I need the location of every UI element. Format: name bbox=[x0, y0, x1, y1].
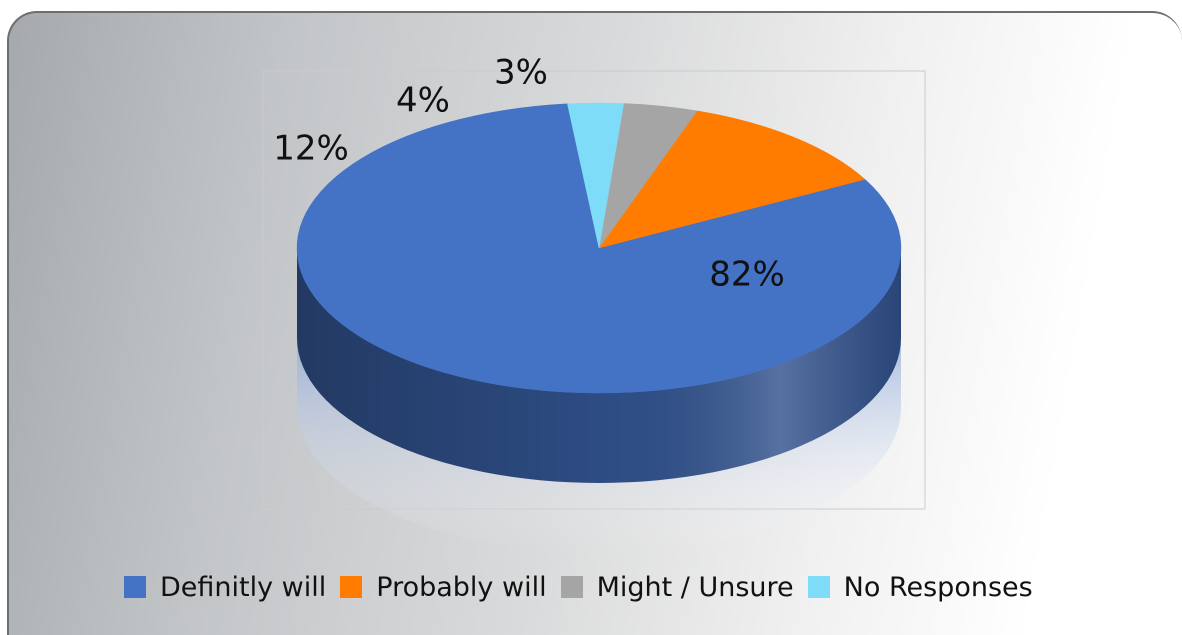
legend: Definitly will Probably will Might / Uns… bbox=[124, 565, 1033, 609]
chart-panel: 82% 12% 4% 3% Definitly will Probably will … bbox=[7, 11, 1182, 635]
data-label-might-unsure: 4% bbox=[396, 81, 450, 121]
data-label-definitely-will: 82% bbox=[709, 255, 785, 295]
legend-label-might-unsure: Might / Unsure bbox=[596, 571, 794, 603]
legend-entry-no-responses: No Responses bbox=[807, 571, 1033, 603]
legend-entry-might-unsure: Might / Unsure bbox=[560, 571, 794, 603]
pie-slice-no-responses bbox=[567, 102, 625, 249]
pie-side-shade-definitely-will bbox=[297, 248, 901, 483]
legend-entry-probably-will: Probably will bbox=[340, 571, 547, 603]
pie-slice-definitely-will bbox=[296, 103, 902, 394]
pie-chart: 82% 12% 4% 3% bbox=[262, 53, 926, 553]
data-label-no-responses: 3% bbox=[494, 53, 548, 93]
pie-slice-probably-will bbox=[598, 110, 866, 249]
legend-swatch-definitely-will bbox=[124, 576, 146, 598]
legend-swatch-probably-will bbox=[340, 576, 363, 598]
data-label-probably-will: 12% bbox=[273, 129, 349, 169]
legend-swatch-might-unsure bbox=[560, 576, 583, 598]
legend-label-definitely-will: Definitly will bbox=[160, 571, 327, 603]
pie-reflection bbox=[297, 338, 901, 553]
legend-swatch-no-responses bbox=[807, 576, 830, 598]
legend-label-probably-will: Probably will bbox=[376, 571, 547, 603]
legend-entry-definitely-will: Definitly will bbox=[124, 572, 326, 603]
legend-label-no-responses: No Responses bbox=[843, 571, 1033, 603]
